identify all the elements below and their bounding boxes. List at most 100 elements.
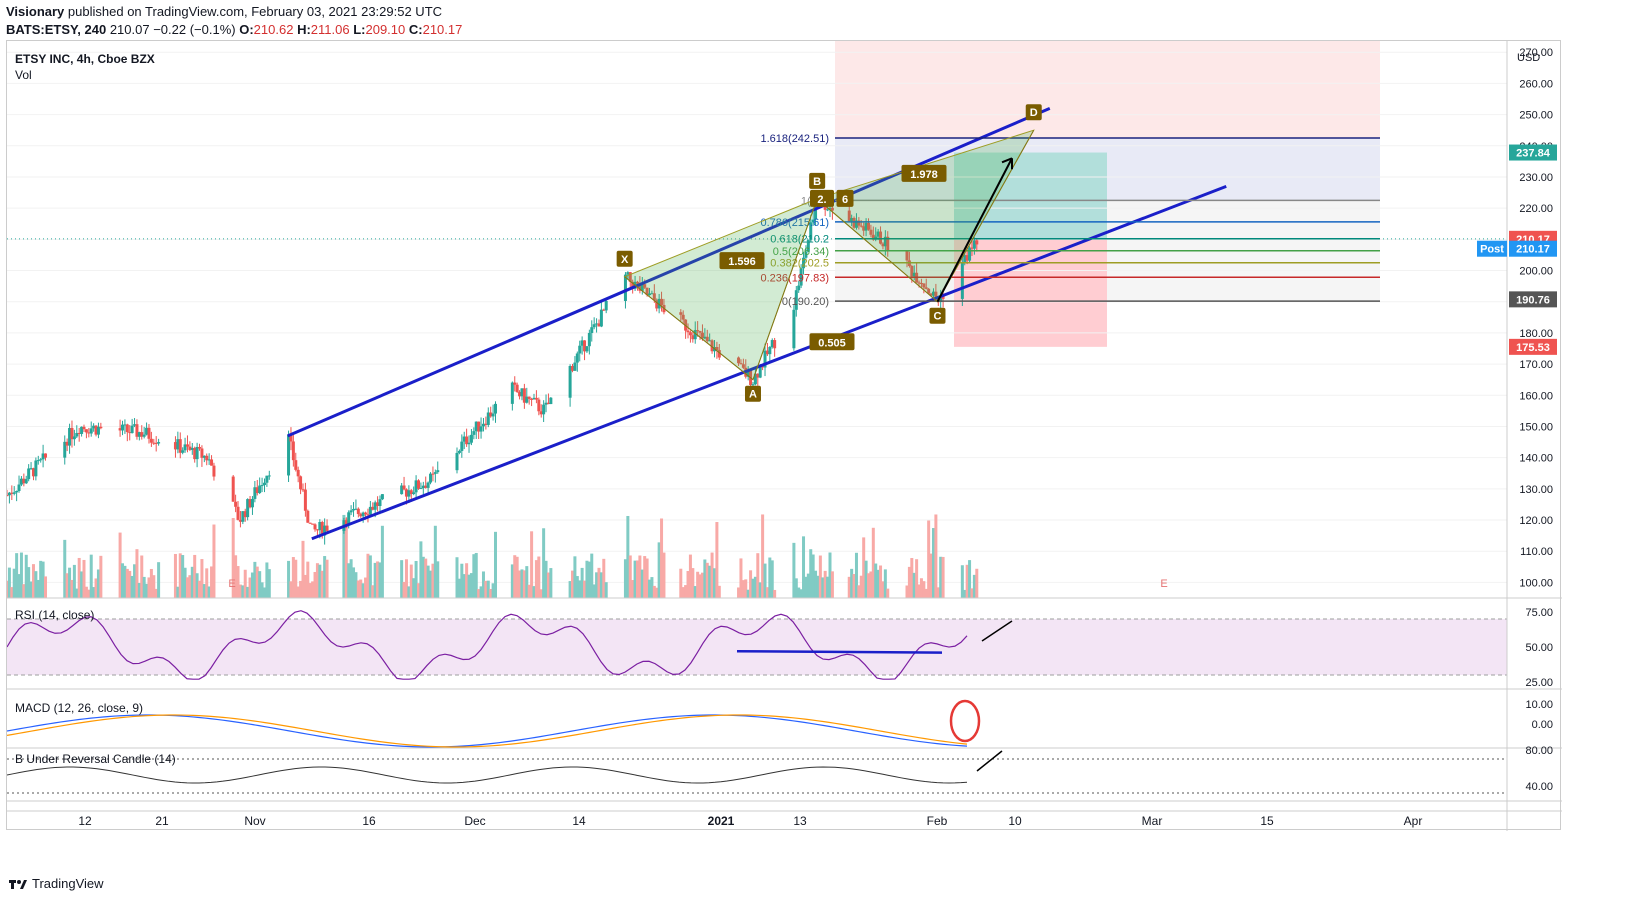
price-chart[interactable]: 1.618(242.51)1(2220.786(215.61)0.618(210… — [5, 41, 1562, 831]
candle-body — [467, 442, 471, 445]
volume-bar — [92, 587, 96, 598]
candle-body — [879, 231, 883, 244]
volume-bar — [303, 574, 307, 598]
candle-body — [306, 510, 310, 523]
price-tick: 120.00 — [1519, 515, 1553, 527]
candle-body — [24, 479, 28, 484]
volume-bar — [741, 580, 745, 598]
volume-bar — [145, 583, 149, 598]
time-tick: Mar — [1142, 814, 1163, 828]
candle-body — [352, 509, 356, 511]
candle-body — [7, 492, 11, 496]
volume-bar — [917, 584, 921, 598]
candle-body — [39, 459, 43, 461]
volume-bar — [652, 585, 656, 598]
volume-bar — [513, 555, 517, 598]
earnings-marker[interactable]: E — [228, 578, 235, 590]
candle-body — [207, 459, 211, 461]
bb-tick: 80.00 — [1525, 745, 1553, 757]
candle-body — [643, 284, 647, 288]
chart-frame[interactable]: 1.618(242.51)1(2220.786(215.61)0.618(210… — [5, 40, 1562, 831]
candle-body — [792, 309, 796, 349]
candle-body — [525, 396, 529, 403]
volume-bar — [462, 574, 466, 598]
time-tick: 15 — [1260, 814, 1274, 828]
candle-body — [811, 219, 815, 223]
candle-body — [826, 209, 830, 211]
candle-body — [693, 330, 697, 340]
candle-body — [299, 476, 303, 490]
volume-bar — [869, 571, 873, 598]
volume-bar — [640, 569, 644, 598]
candle-body — [657, 298, 661, 309]
fib-level-label: 0.236(197.83) — [761, 272, 830, 284]
candle-body — [939, 295, 943, 303]
candle-body — [549, 397, 553, 405]
macd-highlight-circle[interactable] — [949, 699, 981, 743]
volume-bar — [486, 580, 490, 598]
volume-bar — [72, 564, 76, 598]
candle-body — [10, 492, 14, 494]
candle-body — [474, 421, 478, 432]
volume-bar — [96, 569, 100, 598]
candle-body — [412, 492, 416, 495]
rsi-tick: 75.00 — [1525, 607, 1553, 619]
time-tick: Nov — [244, 814, 265, 828]
volume-bar — [407, 586, 411, 598]
volume-bar — [349, 559, 353, 598]
volume-bar — [532, 586, 536, 598]
candle-body — [688, 332, 692, 336]
fib-level-label: 0.382(202.5 — [770, 258, 829, 270]
candle-body — [361, 512, 365, 517]
channel-lower-line[interactable] — [311, 184, 1227, 541]
price-badge — [1477, 240, 1507, 257]
channel-upper-line[interactable] — [287, 106, 1051, 438]
candle-body — [320, 521, 324, 536]
volume-bar — [883, 569, 887, 598]
volume-bar — [879, 565, 883, 598]
candle-body — [768, 347, 772, 355]
volume-bar — [936, 587, 940, 598]
candle-body — [82, 426, 86, 430]
candle-body — [145, 427, 149, 435]
volume-bar — [436, 561, 440, 598]
ohlc-header: BATS:ETSY, 240 210.07 −0.22 (−0.1%) O:21… — [6, 22, 462, 37]
harmonic-xab — [623, 197, 819, 381]
candle-body — [157, 442, 161, 444]
candle-body — [303, 489, 307, 511]
volume-bar — [587, 561, 591, 598]
candle-body — [246, 499, 250, 518]
candle-body — [34, 460, 38, 477]
candle-body — [347, 512, 351, 526]
candle-body — [681, 314, 685, 320]
pattern-point-label: C — [934, 311, 942, 323]
candle-body — [414, 480, 418, 493]
candle-body — [912, 272, 916, 277]
volume-bar — [121, 563, 125, 598]
candle-body — [183, 444, 187, 451]
candle-body — [455, 452, 459, 471]
volume-bar — [970, 588, 974, 598]
volume-bar — [968, 560, 972, 598]
volume-bar — [460, 563, 464, 598]
volume-bar — [152, 575, 156, 598]
time-tick: 21 — [155, 814, 169, 828]
candle-body — [173, 442, 177, 450]
candle-body — [963, 255, 967, 263]
earnings-marker[interactable]: E — [1160, 578, 1167, 590]
volume-bar — [185, 577, 189, 598]
fib-level-label: 1.618(242.51) — [761, 133, 830, 145]
volume-bar — [522, 570, 526, 598]
volume-bar — [715, 522, 719, 598]
candle-body — [592, 324, 596, 328]
candle-body — [429, 473, 433, 483]
candle-body — [929, 293, 933, 296]
candle-body — [22, 478, 26, 484]
ratio-box — [809, 333, 855, 351]
candle-body — [460, 441, 464, 451]
volume-bar — [886, 588, 890, 598]
volume-bar — [631, 580, 635, 598]
candle-body — [262, 482, 266, 486]
volume-bar — [426, 565, 430, 598]
rsi-trendline[interactable] — [736, 649, 943, 654]
